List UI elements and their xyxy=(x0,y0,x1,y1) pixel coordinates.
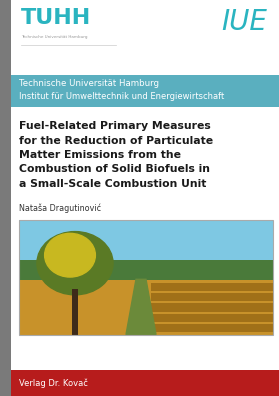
Bar xyxy=(0,75,279,107)
Text: Technische Universität Hamburg: Technische Universität Hamburg xyxy=(21,35,88,39)
Text: Matter Emissions from the: Matter Emissions from the xyxy=(19,150,181,160)
Text: Nataša Dragutinović: Nataša Dragutinović xyxy=(19,204,101,213)
Text: Institut für Umwelttechnik und Energiewirtschaft: Institut für Umwelttechnik und Energiewi… xyxy=(19,92,224,101)
Text: TUHH: TUHH xyxy=(21,8,92,28)
Text: Technische Universität Hamburg: Technische Universität Hamburg xyxy=(19,79,159,88)
Bar xyxy=(19,277,273,335)
Bar xyxy=(151,314,273,322)
Text: Fuel-Related Primary Measures: Fuel-Related Primary Measures xyxy=(19,121,211,131)
Bar xyxy=(19,219,273,277)
Bar xyxy=(19,260,273,280)
Ellipse shape xyxy=(45,233,95,277)
Bar xyxy=(151,283,273,291)
Text: Combustion of Solid Biofuels in: Combustion of Solid Biofuels in xyxy=(19,164,210,175)
Text: Verlag Dr. Kovač: Verlag Dr. Kovač xyxy=(19,378,88,388)
Bar xyxy=(19,219,273,335)
Bar xyxy=(151,293,273,301)
Bar xyxy=(151,303,273,312)
Text: for the Reduction of Particulate: for the Reduction of Particulate xyxy=(19,135,213,145)
Text: a Small-Scale Combustion Unit: a Small-Scale Combustion Unit xyxy=(19,179,206,189)
Bar xyxy=(72,289,78,335)
Bar xyxy=(0,370,279,396)
Polygon shape xyxy=(126,279,156,335)
Ellipse shape xyxy=(37,232,113,295)
Bar xyxy=(0,0,11,396)
Bar xyxy=(151,324,273,332)
Text: IUE: IUE xyxy=(221,8,267,36)
